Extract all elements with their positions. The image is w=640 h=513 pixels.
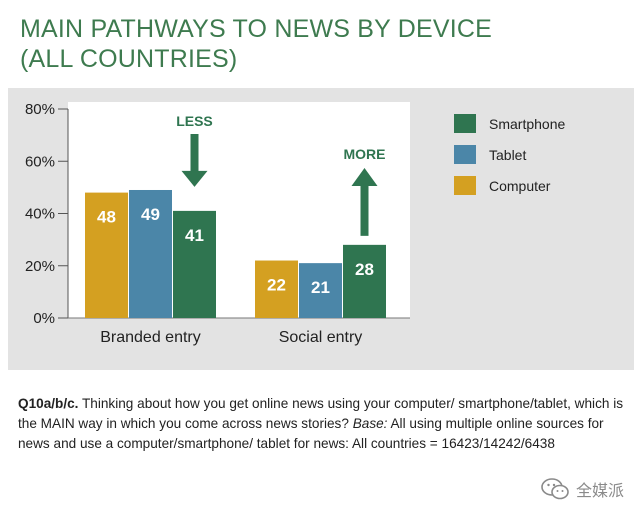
wechat-logo-icon — [541, 478, 569, 500]
legend-swatch-tablet — [454, 145, 476, 164]
y-tick-label: 40% — [25, 206, 55, 223]
bar-value-label: 48 — [97, 208, 116, 227]
question-label: Q10a/b/c. — [18, 396, 79, 411]
x-tick-label: Social entry — [279, 329, 363, 346]
bar-computer-2 — [255, 260, 298, 318]
legend-label: Smartphone — [489, 116, 565, 132]
arrow-down-icon — [181, 170, 208, 187]
bar-computer-1 — [85, 192, 128, 318]
question-text: Thinking about how you get online news u… — [18, 396, 624, 431]
watermark-text: 全媒派 — [575, 483, 624, 500]
bar-value-label: 21 — [311, 278, 330, 297]
x-tick-label: Branded entry — [100, 329, 201, 346]
annotation-label: LESS — [176, 113, 213, 129]
annotation-label: MORE — [344, 146, 386, 162]
bar-smartphone-1 — [173, 210, 216, 318]
legend-label: Tablet — [489, 147, 526, 163]
bar-chart: 0% 20% 40% 60% 80% 48 49 41 Branded entry 22 21 28 S… — [25, 101, 566, 346]
base-text: All using multiple online sources for ne… — [18, 416, 604, 451]
bar-value-label: 41 — [185, 226, 204, 245]
chart-title-line2: (ALL COUNTRIES) — [20, 45, 238, 73]
legend-swatch-computer — [454, 176, 476, 195]
y-tick-label: 60% — [25, 153, 55, 170]
bar-value-label: 22 — [267, 276, 286, 295]
footnote-text: Q10a/b/c. Thinking about how you get onl… — [8, 378, 634, 454]
chart-title-line1: MAIN PATHWAYS TO NEWS BY DEVICE — [20, 15, 493, 43]
base-label: Base: — [352, 416, 388, 431]
legend-label: Computer — [489, 178, 551, 194]
annotation-arrow-shaft — [190, 134, 199, 173]
arrow-up-icon — [351, 168, 378, 186]
legend-swatch-smartphone — [454, 114, 476, 133]
y-tick-label: 20% — [25, 258, 55, 275]
bar-smartphone-2 — [343, 244, 386, 318]
y-tick-label: 80% — [25, 101, 55, 118]
bar-tablet-2 — [299, 263, 342, 318]
bar-value-label: 49 — [141, 205, 160, 224]
annotation-arrow-shaft — [360, 186, 369, 236]
chart-title: MAIN PATHWAYS TO NEWS BY DEVICE (ALL COU… — [20, 14, 492, 74]
y-tick-label: 0% — [33, 310, 55, 327]
footnote: Q10a/b/c. Thinking about how you get onl… — [8, 378, 634, 508]
bar-tablet-1 — [129, 189, 172, 318]
bar-value-label: 28 — [355, 260, 374, 279]
chart-panel: 0% 20% 40% 60% 80% 48 49 41 Branded entry 22 21 28 S… — [8, 88, 634, 370]
watermark: 全媒派 — [540, 477, 624, 501]
